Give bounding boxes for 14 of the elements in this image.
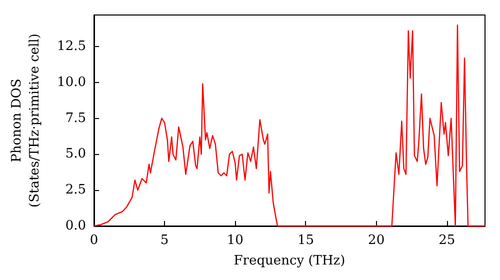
y-tick-label: 7.5 (65, 110, 86, 126)
x-tick-label: 25 (438, 233, 456, 248)
y-tick-label: 0.0 (65, 218, 86, 234)
y-tick-label: 5.0 (65, 146, 86, 162)
x-tick-label: 0 (90, 233, 98, 248)
x-tick-label: 20 (368, 233, 385, 248)
x-tick-label: 15 (297, 233, 314, 248)
y-tick-label: 12.5 (57, 39, 86, 54)
y-tick-label: 10.0 (57, 74, 86, 90)
y-tick-label: 2.5 (65, 182, 86, 198)
x-tick-label: 5 (160, 233, 169, 248)
y-axis-title: Phonon DOS (States/THz·primitive cell) (10, 33, 42, 208)
x-axis-title: Frequency (THz) (234, 253, 346, 268)
x-tick-label: 10 (226, 233, 244, 248)
